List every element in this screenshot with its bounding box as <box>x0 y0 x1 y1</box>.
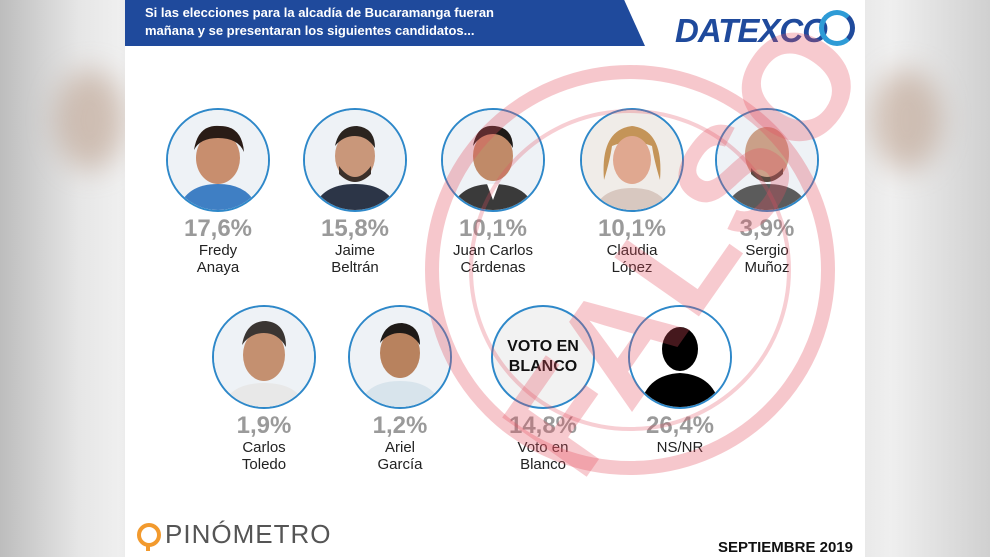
candidate-first-name: Carlos <box>242 439 286 456</box>
candidate-pct: 17,6% <box>183 215 253 242</box>
pinometro-logo: PINÓMETRO <box>137 519 332 551</box>
candidate-first-name: Jaime <box>334 242 375 259</box>
candidate-pct: 1,9% <box>236 412 292 439</box>
candidate-photo <box>303 108 407 212</box>
candidate-pct: 15,8% <box>320 215 390 242</box>
blurred-face-left <box>55 70 125 170</box>
logo-text: DATEXCO <box>675 12 828 49</box>
poll-date: SEPTIEMBRE 2019 <box>717 539 853 556</box>
question-banner: Si las elecciones para la alcadía de Buc… <box>125 0 645 46</box>
fake-stamp-inner-ring <box>469 109 791 431</box>
datexco-logo: DATEXCO <box>675 8 855 49</box>
candidate-last-name: Beltrán <box>331 259 379 276</box>
candidate-photo <box>166 108 270 212</box>
candidate-first-name: Fredy <box>198 242 238 259</box>
person-silhouette-icon <box>305 110 405 210</box>
poll-card: Si las elecciones para la alcadía de Buc… <box>125 0 865 557</box>
map-pin-icon <box>137 522 161 551</box>
candidate-jaime-beltran: 15,8% Jaime Beltrán <box>285 108 425 276</box>
candidate-fredy-anaya: 17,6% Fredy Anaya <box>148 108 288 276</box>
candidate-pct: 1,2% <box>372 412 428 439</box>
person-silhouette-icon <box>214 307 314 407</box>
candidate-first-name: Ariel <box>384 439 415 456</box>
logo-ring-icon <box>819 10 855 46</box>
pinometro-text: PINÓMETRO <box>165 519 332 549</box>
person-silhouette-icon <box>168 110 268 210</box>
candidate-carlos-toledo: 1,9% Carlos Toledo <box>194 305 334 473</box>
blurred-face-right <box>872 70 942 170</box>
candidate-last-name: García <box>377 456 423 473</box>
candidate-last-name: Toledo <box>241 456 287 473</box>
candidate-last-name: Anaya <box>196 259 240 276</box>
candidate-photo <box>212 305 316 409</box>
question-text: Si las elecciones para la alcadía de Buc… <box>145 5 495 38</box>
